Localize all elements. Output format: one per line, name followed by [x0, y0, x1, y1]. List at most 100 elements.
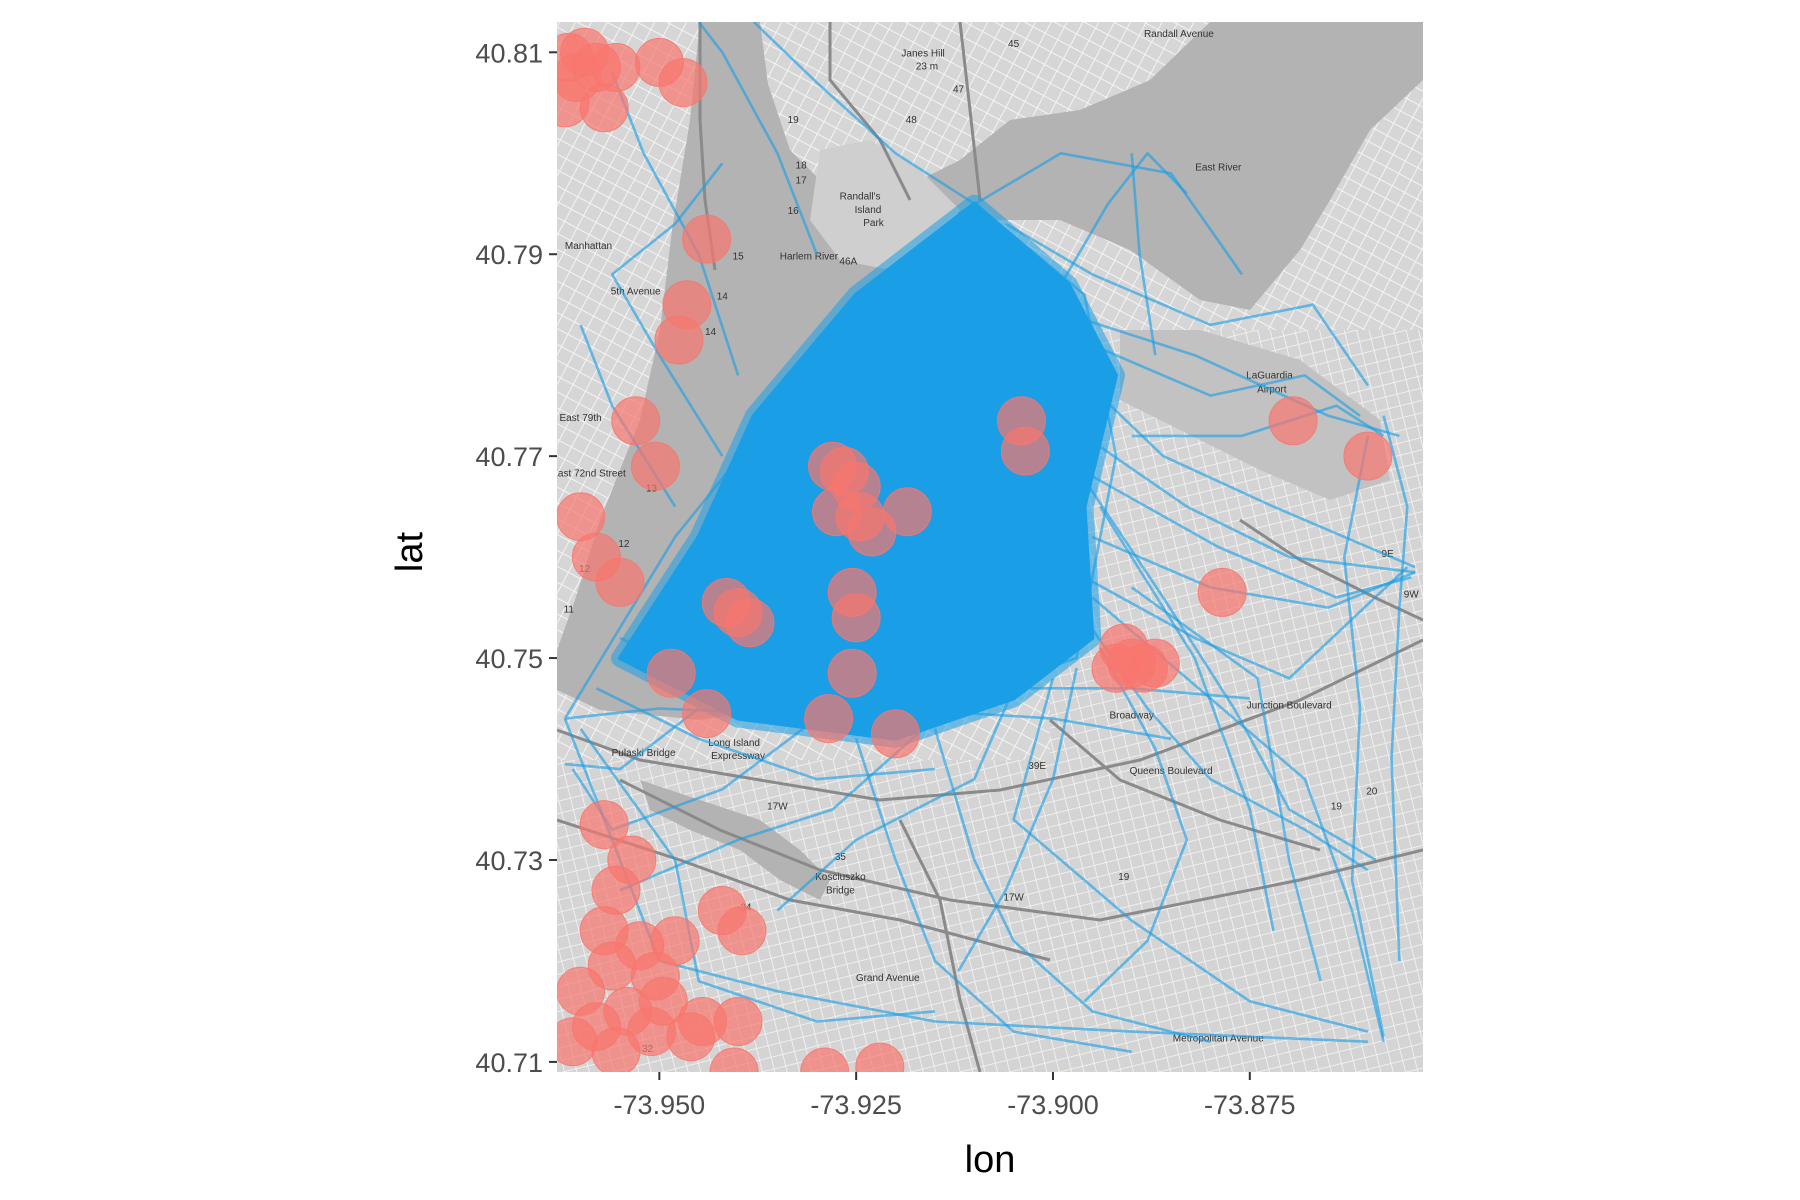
route-line [1059, 152, 1188, 286]
route-line [1130, 153, 1157, 356]
x-axis-title: lon [965, 1139, 1016, 1181]
route-line [610, 162, 724, 457]
route-line [933, 728, 1211, 1043]
data-point [1099, 623, 1149, 673]
x-tick-label: -73.900 [1007, 1090, 1099, 1120]
data-point [646, 648, 696, 698]
data-point [591, 1027, 641, 1072]
map-label: Broadway [1109, 711, 1153, 722]
data-point [713, 997, 763, 1046]
data-point [827, 648, 877, 698]
route-line [619, 717, 936, 892]
x-axis: -73.950 -73.925 -73.900 -73.875 [614, 1072, 1296, 1120]
data-point [709, 1047, 759, 1072]
map-label: Expressway [711, 751, 765, 762]
map-label: 16 [788, 206, 800, 217]
data-point [611, 396, 661, 446]
map-label: Island [855, 205, 882, 216]
route-line [1382, 415, 1409, 961]
map-label: 48 [906, 115, 918, 126]
map-label: Bridge [826, 885, 855, 896]
map-label: Randall Avenue [1144, 29, 1214, 40]
map-label: Park [863, 218, 885, 229]
map-label: Janes Hill [901, 48, 944, 59]
data-point [557, 1017, 598, 1067]
map-label: 18 [796, 160, 808, 171]
map-label: 9W [1404, 590, 1420, 601]
map-label: 39E [1028, 761, 1046, 772]
data-point [871, 709, 920, 759]
data-point [1343, 431, 1393, 481]
route-line [957, 152, 1243, 276]
data-point [831, 593, 881, 643]
basemap-road-labels: Janes Hill 23 m Randall Avenue East River Ma… [551, 29, 1420, 1055]
data-point [682, 689, 732, 739]
map-label: 14 [717, 292, 729, 303]
route-line [1130, 586, 1322, 982]
route-line [571, 717, 818, 832]
data-point [855, 1042, 905, 1072]
points-layer [557, 27, 1393, 1072]
map-label: 19 [1331, 802, 1343, 813]
route-line [1099, 505, 1275, 931]
data-point [666, 1012, 716, 1062]
data-point [804, 694, 854, 744]
route-line [1083, 434, 1416, 574]
data-point [725, 598, 775, 648]
data-point [630, 441, 680, 491]
map-label: Kosciuszko [815, 872, 866, 883]
map-label: 17 [796, 176, 808, 187]
y-axis: 40.71 40.73 40.75 40.77 40.79 40.81 [475, 38, 557, 1078]
map-label: East 79th [559, 413, 601, 424]
x-tick-label: -73.875 [1204, 1090, 1296, 1120]
route-line [1005, 222, 1369, 387]
map-label: LaGuardia [1246, 370, 1293, 381]
y-tick-label: 40.77 [475, 442, 543, 472]
map-label: 15 [733, 251, 745, 262]
route-line [1091, 475, 1412, 599]
data-point [595, 557, 645, 607]
route-line [563, 718, 1368, 1043]
y-tick-label: 40.73 [475, 846, 543, 876]
map-label: Metropolitan Avenue [1173, 1034, 1264, 1045]
map-label: Grand Avenue [856, 973, 920, 984]
map-label: Queens Boulevard [1130, 766, 1213, 777]
data-point [654, 315, 704, 365]
route-line [579, 727, 936, 1023]
laguardia-airport [1120, 330, 1390, 500]
map-label: 23 m [916, 62, 938, 73]
data-point [658, 58, 708, 108]
data-point [579, 800, 629, 850]
route-line [1067, 455, 1377, 862]
data-point [882, 487, 932, 537]
y-tick-label: 40.79 [475, 240, 543, 270]
map-label: 19 [788, 115, 800, 126]
data-point [800, 1047, 850, 1072]
map-label: 45 [1008, 39, 1020, 50]
map-label: East 72nd Street [551, 468, 626, 479]
data-point [1268, 396, 1318, 446]
route-line [1012, 677, 1369, 1033]
x-tick-label: -73.925 [810, 1090, 902, 1120]
route-line [1083, 566, 1409, 680]
x-tick-label: -73.950 [614, 1090, 706, 1120]
map-label: Long Island [708, 738, 760, 749]
route-line [1091, 535, 1416, 609]
map-label: 17W [1003, 892, 1024, 903]
data-point [1000, 426, 1050, 476]
map-label: 19 [1118, 872, 1130, 883]
map-label: 20 [1366, 786, 1378, 797]
map-label: Randall's [840, 192, 881, 203]
data-point [1197, 567, 1247, 617]
map-label: Pulaski Bridge [612, 748, 676, 759]
map-label: 17W [767, 802, 788, 813]
route-line [854, 738, 1132, 1054]
map-label: Harlem River [780, 251, 839, 262]
data-point [717, 906, 767, 956]
map-label: East River [1195, 162, 1242, 173]
y-tick-label: 40.81 [475, 38, 543, 68]
data-point [557, 78, 590, 128]
map-label: 5th Avenue [611, 287, 661, 298]
data-point [682, 214, 732, 264]
